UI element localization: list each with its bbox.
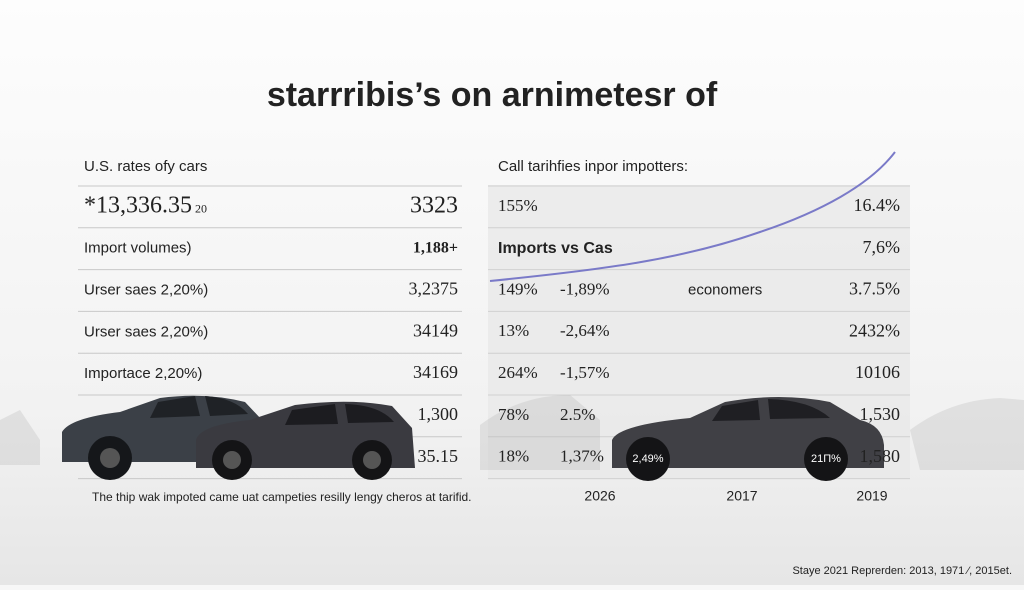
- row-value: 1,188+: [413, 239, 458, 256]
- row-value: 34149: [413, 320, 458, 340]
- row-value: 34169: [413, 362, 458, 382]
- row-label: *13,336.35: [84, 192, 192, 218]
- source: Staye 2021 Reprerden: 2013, 1971 ⁄, 2015…: [792, 565, 1012, 577]
- row-value: 1,300: [418, 404, 459, 424]
- x-label: 2026: [584, 488, 615, 504]
- cell: -1,57%: [560, 363, 610, 382]
- right-caption: Call tarihfies inpor impotters:: [498, 158, 688, 175]
- cell: 18%: [498, 447, 529, 466]
- cell: 155%: [498, 196, 538, 215]
- cell: 13%: [498, 321, 529, 340]
- car-middle: [196, 401, 415, 480]
- car-label: 21П%: [811, 453, 841, 465]
- footnote: The thip wak impoted came uat campeties …: [92, 490, 472, 504]
- cell: 2.5%: [560, 405, 595, 424]
- x-label: 2019: [856, 488, 887, 504]
- cell: economers: [688, 281, 762, 298]
- row-label: Import volumes): [84, 240, 192, 257]
- cell: 78%: [498, 405, 529, 424]
- cell-value: 16.4%: [854, 195, 901, 215]
- title: starrribis’s on arnimetesr of: [267, 76, 718, 114]
- cell: Imports vs Cas: [498, 240, 613, 257]
- cell: 264%: [498, 363, 538, 382]
- trend-line: [489, 151, 896, 282]
- row-value: 3,2375: [409, 279, 459, 299]
- row-label: Urser saes 2,20%): [84, 323, 208, 340]
- cell: -1,89%: [560, 279, 610, 298]
- car-right: [612, 397, 884, 481]
- cell-value: 10106: [855, 362, 900, 382]
- row-label: Urser saes 2,20%): [84, 281, 208, 298]
- car-label: 2,49%: [632, 453, 663, 465]
- x-label: 2017: [726, 488, 757, 504]
- row-value: 35.15: [418, 446, 459, 466]
- cell: 149%: [498, 279, 538, 298]
- cell-value: 3.7.5%: [849, 279, 900, 299]
- cell-value: 1,530: [860, 404, 901, 424]
- row-note: 20: [195, 202, 207, 216]
- background-cars: [0, 395, 1024, 470]
- cell: -2,64%: [560, 321, 610, 340]
- cell-value: 7,6%: [863, 237, 901, 257]
- cell-value: 1,580: [860, 446, 901, 466]
- left-caption: U.S. rates ofy cars: [84, 158, 207, 175]
- cell-value: 2432%: [849, 320, 900, 340]
- row-value: 3323: [410, 192, 458, 218]
- row-label: Importace 2,20%): [84, 365, 202, 382]
- cell: 1,37%: [560, 447, 604, 466]
